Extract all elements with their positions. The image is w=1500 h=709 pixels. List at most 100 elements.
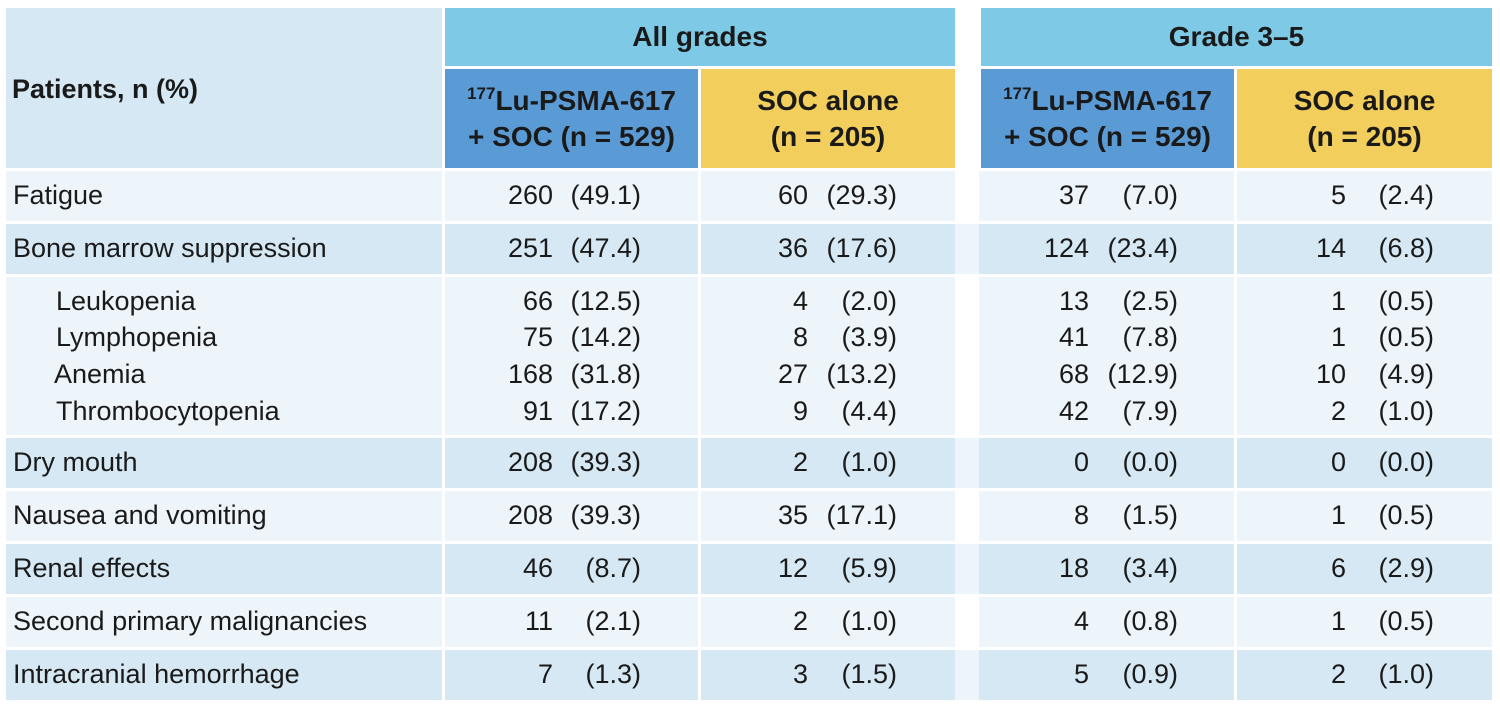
cell-count: 260 [507, 180, 553, 210]
arm-lu-line2: + SOC (n = 529) [468, 120, 675, 152]
cell-percent: (2.4) [1378, 180, 1434, 210]
cell-count: 14 [1315, 233, 1346, 263]
cell-percent: (1.0) [1378, 396, 1434, 426]
column-separator [1234, 544, 1237, 594]
cell-count: 2 [792, 606, 808, 636]
cell-percent: (0.5) [1378, 500, 1434, 530]
column-separator [442, 491, 445, 541]
cell-count: 9 [792, 396, 808, 426]
row-label: Renal effects [13, 553, 171, 583]
column-separator [442, 277, 445, 435]
column-separator [955, 224, 979, 274]
cell-count: 0 [1330, 447, 1346, 477]
cell-count: 168 [507, 359, 553, 389]
cell-count: 2 [1330, 396, 1346, 426]
cell-percent: (6.8) [1378, 233, 1434, 263]
arm-lu-line1: 177Lu-PSMA-617 [467, 83, 676, 116]
arm-lu-line2-grade: + SOC (n = 529) [1004, 120, 1211, 152]
column-separator [698, 224, 701, 274]
cell-percent: (2.0) [841, 286, 897, 316]
cell-percent: (17.2) [570, 396, 641, 426]
column-separator [1234, 438, 1237, 488]
column-separator [1234, 491, 1237, 541]
cell-percent: (29.3) [826, 180, 897, 210]
cell-percent: (2.5) [1122, 286, 1178, 316]
cell-percent: (12.9) [1107, 359, 1178, 389]
cell-count: 6 [1330, 553, 1346, 583]
column-separator [1234, 650, 1237, 700]
cell-count: 41 [1058, 322, 1089, 352]
cell-percent: (39.3) [570, 500, 641, 530]
cell-count: 10 [1315, 359, 1346, 389]
cell-percent: (7.0) [1122, 180, 1178, 210]
column-separator [698, 171, 701, 221]
column-separator [442, 438, 445, 488]
column-separator [1234, 277, 1237, 435]
header-row-label-cell [6, 8, 442, 168]
column-separator [1234, 597, 1237, 647]
cell-count: 8 [792, 322, 808, 352]
row-label: Fatigue [13, 180, 104, 210]
cell-percent: (8.7) [585, 553, 641, 583]
table-row-band [6, 650, 1492, 700]
cell-percent: (13.2) [826, 359, 897, 389]
cell-count: 1 [1330, 322, 1346, 352]
cell-percent: (4.9) [1378, 359, 1434, 389]
cell-percent: (7.9) [1122, 396, 1178, 426]
cell-count: 124 [1043, 233, 1089, 263]
column-separator [442, 224, 445, 274]
cell-percent: (0.5) [1378, 286, 1434, 316]
cell-percent: (14.2) [570, 322, 641, 352]
cell-count: 1 [1330, 606, 1346, 636]
column-separator [698, 277, 701, 435]
cell-count: 7 [537, 659, 553, 689]
cell-percent: (0.5) [1378, 606, 1434, 636]
header-arm-soc-all: SOC alone (n = 205) [701, 69, 955, 168]
cell-percent: (1.3) [585, 659, 641, 689]
cell-count: 27 [777, 359, 808, 389]
cell-count: 208 [507, 447, 553, 477]
column-separator [442, 171, 445, 221]
header-all-grades: All grades [445, 8, 955, 66]
cell-count: 46 [522, 553, 553, 583]
cell-count: 208 [507, 500, 553, 530]
row-label: Anemia [54, 359, 146, 389]
column-separator [442, 544, 445, 594]
cell-percent: (2.9) [1378, 553, 1434, 583]
cell-percent: (47.4) [570, 233, 641, 263]
header-grade-3-5: Grade 3–5 [981, 8, 1492, 66]
column-separator [955, 650, 979, 700]
column-separator [442, 650, 445, 700]
cell-count: 13 [1058, 286, 1089, 316]
table-row-band [6, 277, 1492, 435]
cell-percent: (23.4) [1107, 233, 1178, 263]
column-separator [698, 438, 701, 488]
arm-soc-line2-grade: (n = 205) [1307, 120, 1422, 152]
cell-percent: (31.8) [570, 359, 641, 389]
column-separator [955, 597, 979, 647]
column-separator [1234, 224, 1237, 274]
cell-percent: (5.9) [841, 553, 897, 583]
cell-count: 37 [1058, 180, 1089, 210]
cell-count: 75 [522, 322, 553, 352]
cell-percent: (12.5) [570, 286, 641, 316]
cell-count: 1 [1330, 286, 1346, 316]
cell-percent: (17.1) [826, 500, 897, 530]
arm-soc-line1-grade: SOC alone [1293, 84, 1436, 116]
cell-count: 251 [507, 233, 553, 263]
table-row-band [6, 491, 1492, 541]
cell-percent: (0.5) [1378, 322, 1434, 352]
cell-count: 60 [777, 180, 808, 210]
arm-lu-line1-grade: 177Lu-PSMA-617 [1003, 83, 1212, 116]
cell-count: 3 [792, 659, 808, 689]
cell-percent: (1.0) [841, 606, 897, 636]
row-label: Thrombocytopenia [56, 396, 280, 426]
cell-count: 5 [1073, 659, 1089, 689]
cell-count: 4 [792, 286, 808, 316]
table-row-band [6, 171, 1492, 221]
column-separator [1234, 171, 1237, 221]
cell-percent: (3.9) [841, 322, 897, 352]
cell-count: 35 [777, 500, 808, 530]
column-separator [698, 597, 701, 647]
column-separator [955, 491, 979, 541]
